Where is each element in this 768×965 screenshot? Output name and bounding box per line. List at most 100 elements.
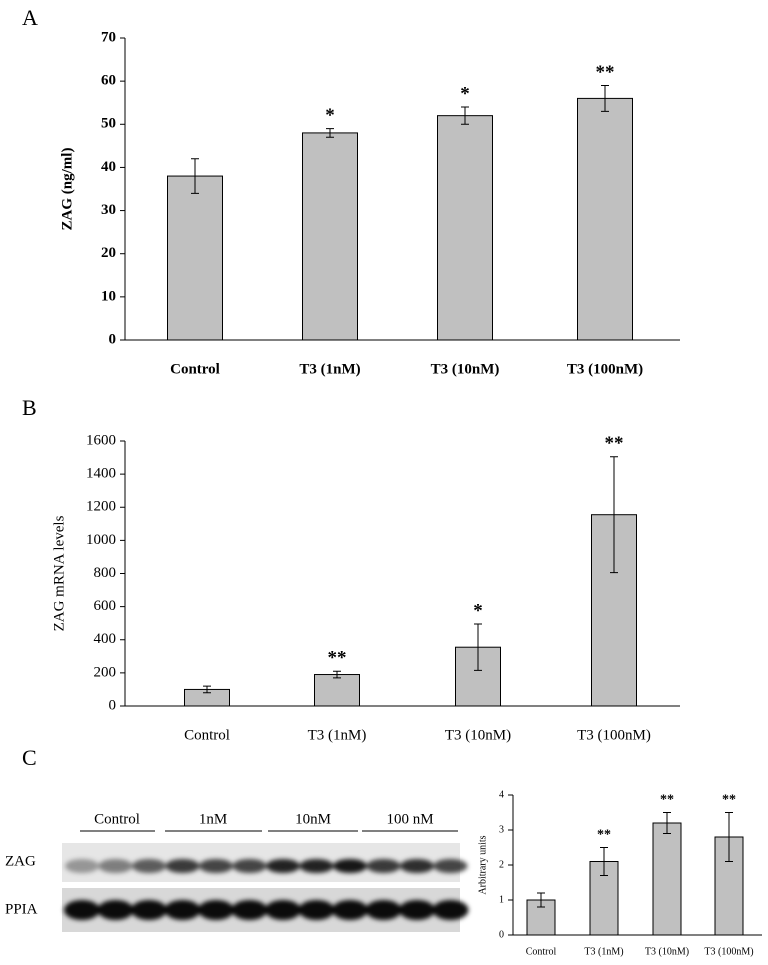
ppia-band	[365, 900, 402, 920]
lane-label: 100 nM	[386, 811, 433, 827]
x-tick-label: T3 (10nM)	[431, 361, 500, 377]
significance: *	[325, 105, 335, 126]
zag-band	[132, 859, 166, 873]
lane-label: Control	[94, 811, 140, 827]
y-tick-label: 50	[101, 116, 116, 132]
zag-band	[165, 859, 200, 873]
y-tick-label: 3	[499, 824, 504, 835]
zag-band	[333, 859, 367, 873]
bar	[437, 115, 493, 341]
significance: *	[460, 83, 470, 104]
y-tick-label: 400	[94, 631, 117, 647]
y-tick-label: 0	[499, 929, 504, 940]
y-tick-label: 10	[101, 288, 116, 304]
error-bar	[725, 812, 733, 862]
error-bar	[461, 106, 469, 125]
ppia-band	[64, 900, 100, 920]
panel-label: C	[22, 745, 37, 770]
x-tick-label: Control	[184, 727, 230, 743]
y-tick-label: 1000	[86, 532, 116, 548]
significance: **	[722, 793, 736, 808]
error-bar	[600, 847, 608, 876]
y-tick-label: 600	[94, 598, 117, 614]
error-bar	[537, 892, 545, 908]
row-label: PPIA	[5, 901, 38, 917]
x-tick-label: T3 (10nM)	[645, 946, 689, 957]
y-tick-label: 70	[101, 29, 116, 45]
zag-band	[400, 859, 434, 873]
zag-band	[199, 859, 233, 873]
ppia-band	[332, 900, 368, 920]
y-tick-label: 4	[499, 789, 504, 800]
significance: **	[605, 433, 624, 454]
bar	[652, 822, 682, 936]
western-blot: Control 1nM 10nM 100 nM ZAG PPIA	[5, 811, 469, 932]
ppia-band	[231, 900, 268, 920]
y-tick-label: 1600	[86, 432, 116, 448]
x-tick-label: T3 (100nM)	[704, 946, 753, 957]
y-axis-label: Arbitrary units	[477, 835, 488, 894]
y-tick-label: 0	[109, 697, 117, 713]
x-tick-label: T3 (1nM)	[308, 727, 367, 743]
ppia-band	[164, 900, 201, 920]
zag-band	[299, 859, 334, 873]
y-tick-label: 2	[499, 859, 504, 870]
error-bar	[326, 128, 334, 138]
error-bar	[203, 685, 211, 694]
error-bar	[601, 84, 609, 112]
ppia-band	[131, 900, 167, 920]
y-axis-label: ZAG mRNA levels	[51, 515, 67, 631]
significance: **	[597, 828, 611, 843]
lane-label: 10nM	[295, 811, 331, 827]
y-tick-label: 20	[101, 245, 116, 261]
y-tick-label: 200	[94, 664, 117, 680]
y-axis-label: ZAG (ng/ml)	[59, 148, 75, 231]
zag-band	[232, 859, 267, 873]
x-tick-label: Control	[170, 361, 220, 377]
zag-band	[266, 859, 300, 873]
error-bar	[333, 670, 341, 679]
significance: **	[596, 62, 615, 83]
zag-band	[98, 859, 133, 873]
x-tick-label: Control	[526, 946, 557, 957]
ppia-band	[198, 900, 234, 920]
y-tick-label: 1400	[86, 466, 116, 482]
significance: **	[328, 648, 347, 669]
error-bar	[474, 623, 482, 671]
bar	[167, 175, 223, 341]
x-tick-label: T3 (10nM)	[445, 727, 511, 743]
ppia-band	[399, 900, 435, 920]
y-tick-label: 1200	[86, 499, 116, 515]
panel-label: A	[22, 5, 38, 30]
zag-band	[433, 859, 468, 873]
lane-label: 1nM	[199, 811, 227, 827]
x-tick-label: T3 (100nM)	[567, 361, 643, 377]
x-tick-label: T3 (1nM)	[584, 946, 623, 957]
significance: **	[660, 793, 674, 808]
ppia-band	[298, 900, 335, 920]
y-tick-label: 800	[94, 565, 117, 581]
error-bar	[663, 812, 671, 834]
ppia-band	[265, 900, 301, 920]
x-tick-label: T3 (1nM)	[299, 361, 360, 377]
bar	[589, 861, 619, 936]
error-bar	[191, 158, 199, 194]
bar	[314, 674, 360, 707]
y-tick-label: 60	[101, 73, 116, 89]
y-tick-label: 0	[109, 331, 117, 347]
panel-label: B	[22, 395, 37, 420]
significance: *	[473, 600, 483, 621]
x-tick-label: T3 (100nM)	[577, 727, 651, 743]
ppia-band	[97, 900, 134, 920]
y-tick-label: 30	[101, 202, 116, 218]
zag-band	[65, 859, 99, 873]
zag-band	[366, 859, 401, 873]
y-tick-label: 40	[101, 159, 116, 175]
bar	[577, 97, 633, 341]
y-tick-label: 1	[499, 894, 504, 905]
row-label: ZAG	[5, 853, 36, 869]
bar	[302, 132, 358, 341]
error-bar	[610, 456, 618, 574]
